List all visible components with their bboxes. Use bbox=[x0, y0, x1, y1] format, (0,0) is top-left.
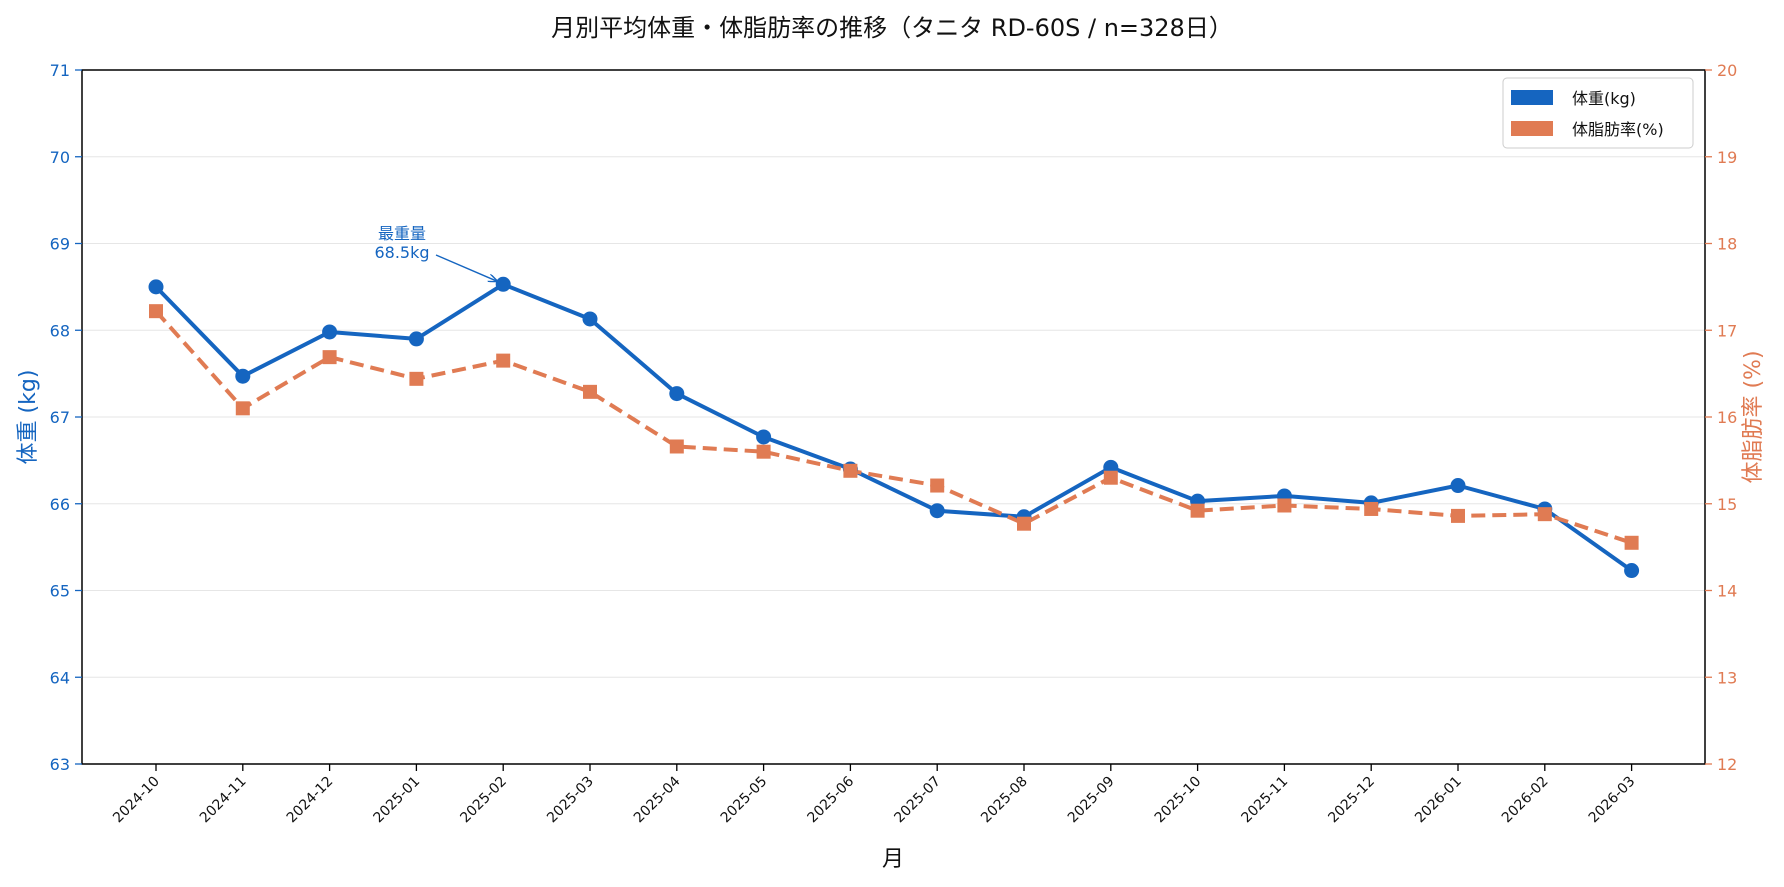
x-tick-label: 2024-11 bbox=[197, 774, 250, 827]
x-tick-label: 2025-11 bbox=[1239, 774, 1292, 827]
weight-point bbox=[235, 368, 251, 384]
x-tick-label: 2024-12 bbox=[284, 774, 337, 827]
x-tick-label: 2025-01 bbox=[371, 774, 424, 827]
weight-point bbox=[1624, 563, 1640, 579]
right-y-axis: 12 13 14 15 16 17 18 19 20 bbox=[1705, 61, 1737, 774]
left-tick-label: 67 bbox=[50, 408, 70, 427]
right-tick-label: 17 bbox=[1717, 321, 1737, 340]
right-tick-label: 13 bbox=[1717, 668, 1737, 687]
legend-swatch-weight bbox=[1511, 90, 1553, 105]
x-axis-label: 月 bbox=[882, 847, 904, 872]
x-tick-label: 2025-07 bbox=[891, 774, 944, 827]
x-tick-label: 2025-05 bbox=[718, 774, 771, 827]
bodyfat-point bbox=[756, 444, 771, 459]
weight-point bbox=[495, 276, 511, 292]
x-tick-label: 2025-06 bbox=[805, 773, 858, 826]
x-tick-label: 2026-01 bbox=[1412, 774, 1465, 827]
legend-swatch-bodyfat bbox=[1511, 121, 1553, 136]
x-tick-label: 2025-04 bbox=[631, 773, 684, 826]
weight-point bbox=[322, 324, 338, 340]
left-tick-label: 65 bbox=[50, 582, 70, 601]
weight-point bbox=[1450, 478, 1466, 494]
x-tick-label: 2025-08 bbox=[978, 774, 1031, 827]
x-tick-label: 2024-10 bbox=[110, 774, 163, 827]
right-tick-label: 15 bbox=[1717, 495, 1737, 514]
bodyfat-point bbox=[235, 401, 250, 416]
x-tick-label: 2026-03 bbox=[1586, 774, 1639, 827]
left-y-axis: 63 64 65 66 67 68 69 70 71 bbox=[50, 61, 82, 774]
bodyfat-point bbox=[669, 439, 684, 454]
bodyfat-point bbox=[1017, 516, 1031, 531]
left-axis-label: 体重 (kg) bbox=[16, 370, 41, 465]
legend-label-weight: 体重(kg) bbox=[1572, 89, 1636, 108]
bodyfat-point bbox=[1451, 508, 1465, 523]
bodyfat-point bbox=[930, 478, 945, 493]
bodyfat-point bbox=[496, 353, 511, 368]
weight-point bbox=[408, 331, 424, 347]
right-tick-label: 20 bbox=[1717, 61, 1737, 80]
series-layer bbox=[148, 276, 1640, 579]
annotation-label-value: 68.5kg bbox=[374, 243, 429, 262]
x-axis: 2024-10 2024-11 2024-12 2025-01 2025-02 2025-… bbox=[110, 764, 1638, 826]
left-tick-label: 70 bbox=[50, 148, 70, 167]
bodyfat-point bbox=[149, 304, 163, 319]
bodyfat-point bbox=[1103, 470, 1118, 485]
x-tick-label: 2025-09 bbox=[1065, 774, 1118, 827]
right-tick-label: 16 bbox=[1717, 408, 1737, 427]
weight-point bbox=[148, 279, 164, 295]
annotation-label-title: 最重量 bbox=[378, 224, 426, 243]
bodyfat-point bbox=[322, 350, 337, 365]
weight-point bbox=[669, 386, 685, 402]
bodyfat-point bbox=[583, 384, 597, 399]
x-tick-label: 2026-02 bbox=[1499, 774, 1552, 827]
bodyfat-series-line bbox=[154, 309, 1633, 545]
annotation-arrow bbox=[435, 254, 497, 281]
x-tick-label: 2025-02 bbox=[457, 774, 510, 827]
chart-title: 月別平均体重・体脂肪率の推移（タニタ RD-60S / n=328日） bbox=[551, 14, 1233, 42]
left-tick-label: 71 bbox=[50, 61, 70, 80]
chart-legend: 体重(kg) 体脂肪率(%) bbox=[1502, 77, 1694, 149]
left-tick-label: 69 bbox=[50, 235, 70, 254]
bodyfat-point bbox=[1537, 507, 1552, 522]
weight-point bbox=[756, 429, 772, 445]
gridlines bbox=[82, 156, 1705, 678]
left-tick-label: 63 bbox=[50, 755, 70, 774]
right-axis-label: 体脂肪率 (%) bbox=[1741, 350, 1766, 483]
bodyfat-point bbox=[843, 463, 858, 478]
weight-series-line bbox=[154, 282, 1633, 573]
left-tick-label: 68 bbox=[50, 321, 70, 340]
bodyfat-point bbox=[1277, 498, 1292, 513]
weight-point bbox=[582, 311, 598, 327]
max-weight-annotation: 最重量 68.5kg bbox=[374, 224, 497, 281]
right-tick-label: 19 bbox=[1717, 148, 1737, 167]
legend-label-bodyfat: 体脂肪率(%) bbox=[1572, 120, 1664, 139]
x-tick-label: 2025-10 bbox=[1152, 774, 1205, 827]
bodyfat-point bbox=[1190, 503, 1205, 518]
x-tick-label: 2025-03 bbox=[544, 774, 597, 827]
weight-point bbox=[929, 503, 945, 519]
bodyfat-point bbox=[1364, 501, 1379, 516]
bodyfat-point bbox=[409, 371, 424, 386]
bodyfat-point bbox=[1624, 535, 1639, 550]
x-tick-label: 2025-12 bbox=[1325, 774, 1378, 827]
right-tick-label: 14 bbox=[1717, 582, 1737, 601]
left-tick-label: 66 bbox=[50, 495, 70, 514]
right-tick-label: 18 bbox=[1717, 235, 1737, 254]
right-tick-label: 12 bbox=[1717, 755, 1737, 774]
left-tick-label: 64 bbox=[50, 668, 70, 687]
